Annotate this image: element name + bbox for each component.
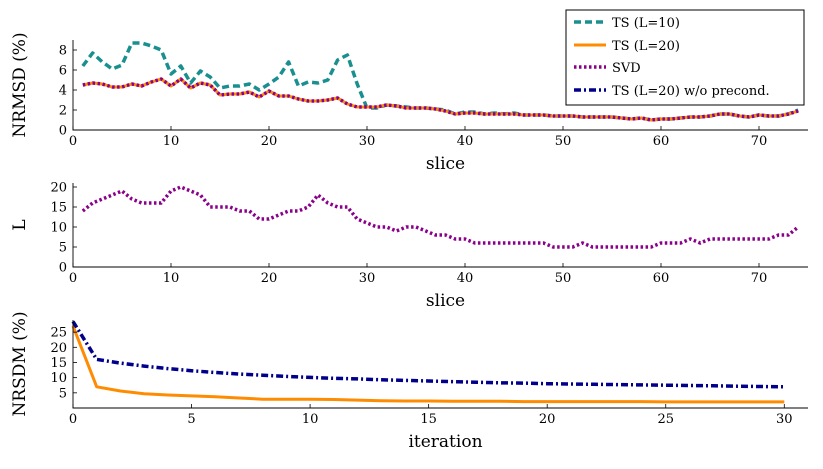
y-tick-label: 0 (59, 261, 67, 276)
x-tick-label: 10 (163, 134, 180, 149)
x-axis-label: slice (426, 154, 465, 174)
y-tick-label: 25 (50, 326, 67, 341)
x-tick-label: 10 (302, 412, 319, 427)
y-tick-label: 5 (59, 241, 67, 256)
y-tick-label: 4 (59, 84, 67, 99)
legend-label-ts-l20-noprecond: TS (L=20) w/o precond. (612, 84, 770, 99)
x-tick-label: 20 (261, 271, 278, 286)
y-axis-label: NRSDM (%) (10, 311, 30, 416)
legend: TS (L=10) TS (L=20) SVD TS (L=20) w/o pr… (565, 9, 805, 106)
x-tick-label: 15 (420, 412, 437, 427)
x-tick-label: 20 (539, 412, 556, 427)
x-axis-label: iteration (408, 432, 482, 452)
series-line-svd-nrmsd (82, 77, 799, 122)
x-tick-label: 0 (69, 134, 77, 149)
x-tick-label: 70 (751, 134, 768, 149)
legend-label-ts-l20: TS (L=20) (612, 39, 680, 54)
x-tick-label: 60 (653, 271, 670, 286)
legend-entry-svd: SVD (574, 61, 641, 76)
x-tick-label: 40 (457, 271, 474, 286)
x-tick-label: 0 (69, 271, 77, 286)
x-tick-label: 30 (359, 134, 376, 149)
x-tick-label: 5 (187, 412, 195, 427)
legend-entry-ts-l20: TS (L=20) (574, 39, 680, 54)
y-tick-label: 8 (59, 44, 67, 59)
y-tick-label: 2 (59, 104, 67, 119)
x-axis-label: slice (426, 291, 465, 311)
x-tick-label: 50 (555, 271, 572, 286)
axes-l (72, 183, 808, 268)
x-tick-label: 20 (261, 134, 278, 149)
series-line-svd-l (81, 185, 800, 249)
y-tick-label: 15 (50, 356, 67, 371)
x-tick-label: 25 (657, 412, 674, 427)
series-line-ts-l-20-nrsdm (71, 325, 785, 404)
y-axis-label: NRMSD (%) (10, 32, 30, 137)
x-tick-label: 60 (653, 134, 670, 149)
series-line-ts-l-20-w-o-precond-nrsdm (71, 320, 785, 389)
y-tick-label: 10 (50, 221, 67, 236)
y-axis-label: L (10, 219, 30, 230)
x-tick-label: 30 (776, 412, 793, 427)
y-tick-label: 15 (50, 201, 67, 216)
x-tick-label: 10 (163, 271, 180, 286)
legend-entry-ts-l10: TS (L=10) (574, 16, 680, 31)
y-tick-label: 20 (50, 341, 67, 356)
y-tick-label: 5 (59, 386, 67, 401)
x-tick-label: 30 (359, 271, 376, 286)
y-tick-label: 20 (50, 181, 67, 196)
y-tick-label: 0 (59, 124, 67, 139)
x-tick-label: 50 (555, 134, 572, 149)
legend-label-ts-l10: TS (L=10) (612, 16, 680, 31)
y-tick-label: 10 (50, 371, 67, 386)
x-tick-label: 0 (69, 412, 77, 427)
x-tick-label: 70 (751, 271, 768, 286)
x-tick-label: 40 (457, 134, 474, 149)
legend-entry-ts-l20-noprecond: TS (L=20) w/o precond. (574, 84, 770, 99)
y-tick-label: 6 (59, 64, 67, 79)
legend-label-svd: SVD (612, 61, 641, 76)
